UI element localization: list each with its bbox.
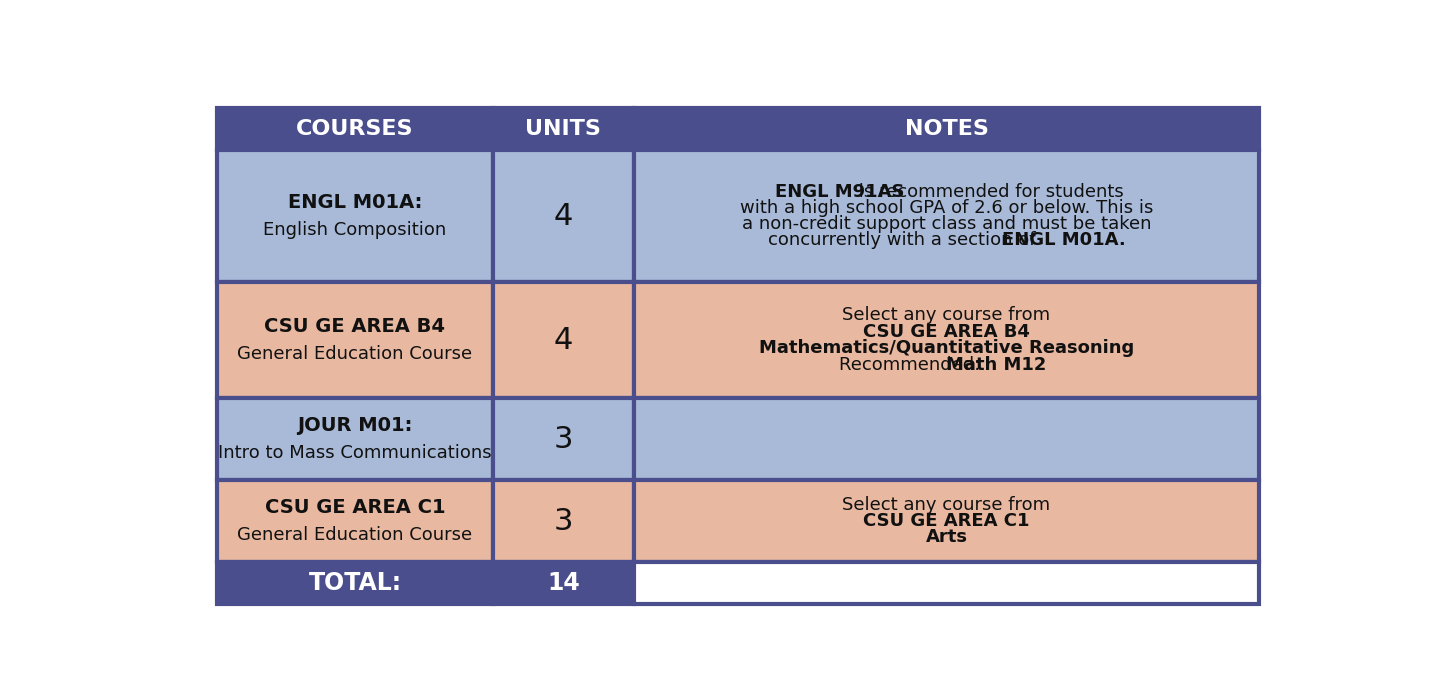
- Text: a non-credit support class and must be taken: a non-credit support class and must be t…: [742, 215, 1151, 233]
- Bar: [634, 480, 1259, 562]
- Text: NOTES: NOTES: [904, 119, 988, 139]
- Text: concurrently with a section of: concurrently with a section of: [768, 232, 1041, 249]
- Bar: [217, 108, 492, 150]
- Bar: [634, 150, 1259, 282]
- Text: 14: 14: [547, 571, 580, 595]
- Bar: [492, 480, 634, 562]
- Text: CSU GE AREA C1: CSU GE AREA C1: [265, 498, 445, 517]
- Text: Select any course from: Select any course from: [842, 496, 1051, 514]
- Bar: [492, 108, 634, 150]
- Text: ENGL M01A:: ENGL M01A:: [288, 193, 422, 212]
- Bar: [217, 282, 492, 398]
- Text: UNITS: UNITS: [526, 119, 602, 139]
- Bar: [634, 282, 1259, 398]
- Text: General Education Course: General Education Course: [238, 344, 472, 363]
- Text: COURSES: COURSES: [297, 119, 413, 139]
- Text: 3: 3: [553, 425, 573, 454]
- Text: ENGL M91AS: ENGL M91AS: [776, 183, 904, 201]
- Text: CSU GE AREA B4: CSU GE AREA B4: [265, 317, 445, 336]
- Text: 4: 4: [554, 202, 573, 230]
- Bar: [217, 480, 492, 562]
- Bar: [492, 398, 634, 480]
- Text: CSU GE AREA B4: CSU GE AREA B4: [863, 323, 1030, 341]
- Text: with a high school GPA of 2.6 or below. This is: with a high school GPA of 2.6 or below. …: [740, 199, 1153, 217]
- Text: English Composition: English Composition: [264, 220, 446, 239]
- Bar: [217, 562, 492, 604]
- Bar: [217, 150, 492, 282]
- Text: Math M12: Math M12: [946, 356, 1045, 374]
- Text: 4: 4: [554, 326, 573, 355]
- Text: ENGL M01A.: ENGL M01A.: [1002, 232, 1126, 249]
- Bar: [634, 398, 1259, 480]
- Text: Intro to Mass Communications: Intro to Mass Communications: [217, 444, 491, 462]
- Bar: [634, 562, 1259, 604]
- Bar: [492, 150, 634, 282]
- Text: Mathematics/Quantitative Reasoning: Mathematics/Quantitative Reasoning: [759, 340, 1135, 358]
- Bar: [492, 282, 634, 398]
- Text: TOTAL:: TOTAL:: [308, 571, 402, 595]
- Text: JOUR M01:: JOUR M01:: [297, 416, 413, 435]
- Text: CSU GE AREA C1: CSU GE AREA C1: [863, 512, 1030, 530]
- Text: Recommended:: Recommended:: [840, 356, 986, 374]
- Text: Arts: Arts: [926, 528, 968, 546]
- Text: is recommended for students: is recommended for students: [852, 183, 1123, 201]
- Bar: [217, 398, 492, 480]
- Bar: [634, 108, 1259, 150]
- Text: 3: 3: [553, 507, 573, 536]
- Bar: [492, 562, 634, 604]
- Text: General Education Course: General Education Course: [238, 526, 472, 544]
- Text: Select any course from: Select any course from: [842, 306, 1051, 324]
